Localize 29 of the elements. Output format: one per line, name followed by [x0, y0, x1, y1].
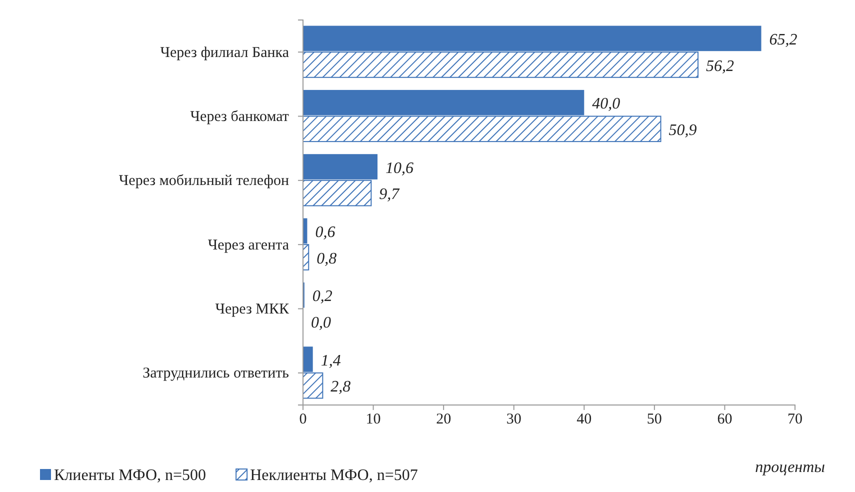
- legend-label: Клиенты МФО, n=500: [54, 467, 206, 484]
- x-tick-label: 50: [646, 412, 662, 428]
- data-label: 56,2: [706, 58, 734, 75]
- data-label: 0,8: [316, 250, 337, 268]
- x-tick-label: 30: [506, 412, 522, 428]
- y-tick-label: Через агента: [208, 237, 290, 254]
- y-tick-label: Через мобильный телефон: [118, 173, 289, 190]
- x-tick-label: 10: [366, 412, 381, 428]
- x-axis-title: проценты: [755, 459, 826, 476]
- y-tick-label: Через филиал Банка: [160, 44, 290, 61]
- data-label: 2,8: [330, 378, 351, 396]
- y-tick-label: Затруднились ответить: [142, 366, 290, 382]
- data-label: 50,9: [668, 122, 697, 140]
- x-tick-label: 20: [436, 412, 452, 428]
- y-tick-label: Через банкомат: [190, 109, 290, 126]
- x-tick-label: 70: [788, 412, 802, 428]
- x-tick-label: 0: [299, 412, 307, 428]
- data-label: 0,2: [312, 288, 332, 306]
- legend-label: Неклиенты МФО, n=507: [250, 467, 418, 484]
- data-label: 0,0: [311, 314, 331, 332]
- data-label: 9,7: [379, 186, 400, 204]
- data-label: 65,2: [769, 32, 798, 49]
- data-label: 10,6: [386, 160, 414, 177]
- x-tick-label: 40: [576, 412, 592, 428]
- data-label: 0,6: [315, 224, 336, 242]
- y-tick-label: Через МКК: [215, 302, 290, 318]
- data-label: 1,4: [320, 352, 341, 370]
- data-label: 40,0: [592, 96, 620, 113]
- x-tick-label: 60: [717, 412, 732, 428]
